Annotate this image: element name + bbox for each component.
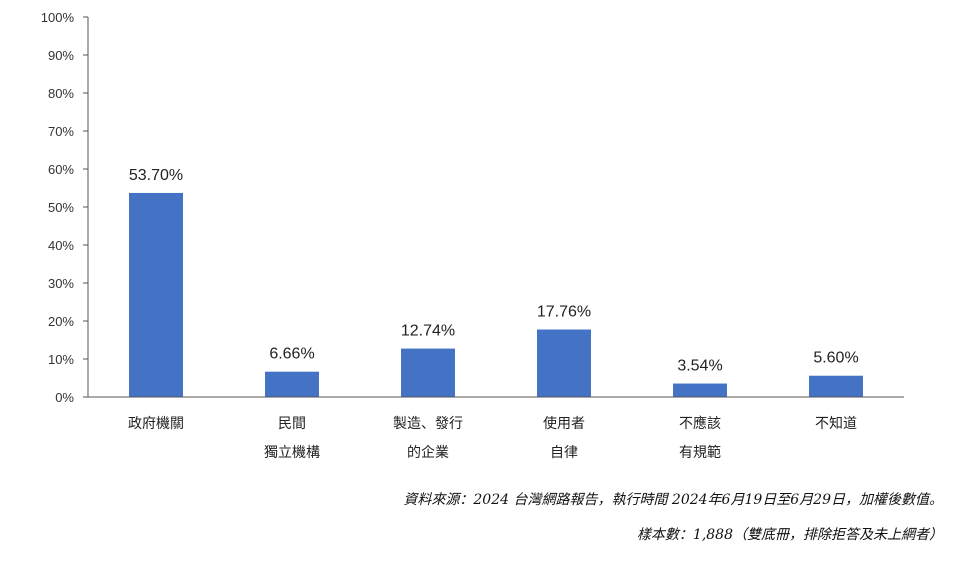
y-tick-label: 0% bbox=[55, 390, 74, 405]
bar bbox=[129, 192, 183, 397]
y-axis: 0% 10% 20% 30% 40% 50% 60% 70% 80% 90% 100% bbox=[41, 10, 89, 405]
bar bbox=[265, 371, 319, 397]
y-tick-label: 100% bbox=[41, 10, 75, 25]
data-label: 17.76% bbox=[537, 304, 591, 321]
y-tick-label: 30% bbox=[48, 276, 74, 291]
bar bbox=[537, 329, 591, 397]
y-tick-label: 60% bbox=[48, 162, 74, 177]
x-tick-label: 不知道 bbox=[815, 415, 857, 432]
bar-chart: 0% 10% 20% 30% 40% 50% 60% 70% 80% 90% 100% 53.70%… bbox=[41, 10, 904, 461]
x-tick-label: 政府機關 bbox=[128, 416, 184, 432]
bars: 53.70% 6.66% 12.74% 17.76% 3.54% 5.60% bbox=[129, 167, 863, 397]
bar bbox=[401, 348, 455, 397]
x-tick-label: 使用者 bbox=[543, 415, 585, 432]
y-tick-label: 70% bbox=[48, 124, 74, 139]
y-tick-label: 10% bbox=[48, 352, 74, 367]
y-tick-label: 20% bbox=[48, 314, 74, 329]
x-tick-label: 不應該 bbox=[679, 415, 721, 432]
x-tick-label: 有規範 bbox=[679, 444, 721, 461]
data-label: 5.60% bbox=[813, 350, 858, 367]
data-label: 53.70% bbox=[129, 167, 183, 184]
y-tick-label: 80% bbox=[48, 86, 74, 101]
bar bbox=[809, 375, 863, 397]
data-label: 6.66% bbox=[269, 346, 314, 363]
sample-note: 樣本數：1,888（雙底冊，排除拒答及未上網者） bbox=[636, 527, 943, 543]
x-tick-label: 獨立機構 bbox=[264, 445, 320, 461]
x-tick-label: 自律 bbox=[550, 445, 578, 461]
source-note: 資料來源：2024 台灣網路報告，執行時間 2024年6月19日至6月29日，加… bbox=[403, 492, 943, 508]
y-tick-label: 90% bbox=[48, 48, 74, 63]
data-label: 3.54% bbox=[677, 358, 722, 375]
bar bbox=[673, 383, 727, 397]
x-tick-label: 民間 bbox=[278, 416, 306, 432]
x-tick-label: 製造、發行 bbox=[393, 416, 463, 432]
y-tick-label: 40% bbox=[48, 238, 74, 253]
x-tick-label: 的企業 bbox=[407, 444, 449, 461]
data-label: 12.74% bbox=[401, 323, 455, 340]
y-tick-label: 50% bbox=[48, 200, 74, 215]
